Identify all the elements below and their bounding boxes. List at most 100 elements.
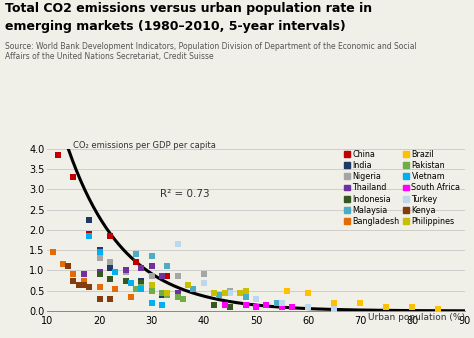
Point bbox=[106, 276, 114, 281]
Point bbox=[122, 278, 129, 283]
Point bbox=[148, 300, 155, 306]
Point bbox=[106, 233, 114, 239]
Point bbox=[226, 290, 234, 295]
Text: Urban population (%): Urban population (%) bbox=[367, 313, 465, 321]
Point bbox=[148, 254, 155, 259]
Point bbox=[164, 264, 171, 269]
Point bbox=[148, 274, 155, 279]
Point bbox=[210, 302, 218, 308]
Point bbox=[106, 296, 114, 301]
Point bbox=[80, 272, 88, 277]
Point bbox=[200, 272, 208, 277]
Point bbox=[70, 272, 77, 277]
Point bbox=[85, 233, 93, 239]
Point bbox=[200, 280, 208, 285]
Point bbox=[356, 300, 364, 306]
Point bbox=[137, 284, 145, 289]
Point bbox=[278, 300, 286, 306]
Point bbox=[184, 282, 192, 287]
Point bbox=[242, 302, 249, 308]
Point bbox=[174, 274, 182, 279]
Point bbox=[174, 241, 182, 247]
Point bbox=[49, 249, 56, 255]
Point bbox=[137, 278, 145, 283]
Point bbox=[96, 284, 103, 289]
Point bbox=[252, 296, 260, 301]
Point bbox=[158, 274, 166, 279]
Point bbox=[137, 266, 145, 271]
Point bbox=[221, 290, 228, 295]
Point bbox=[59, 262, 67, 267]
Point bbox=[106, 260, 114, 265]
Point bbox=[263, 302, 270, 308]
Point bbox=[221, 302, 228, 308]
Point bbox=[252, 304, 260, 310]
Point bbox=[70, 174, 77, 180]
Point bbox=[85, 231, 93, 237]
Point bbox=[137, 280, 145, 285]
Point bbox=[435, 306, 442, 312]
Point bbox=[64, 264, 72, 269]
Point bbox=[278, 304, 286, 310]
Text: Affairs of the United Nations Secretariat, Credit Suisse: Affairs of the United Nations Secretaria… bbox=[5, 52, 213, 62]
Point bbox=[283, 288, 291, 293]
Point bbox=[106, 266, 114, 271]
Point bbox=[179, 296, 187, 301]
Point bbox=[122, 268, 129, 273]
Point bbox=[132, 260, 140, 265]
Point bbox=[164, 290, 171, 295]
Point bbox=[158, 302, 166, 308]
Point bbox=[148, 282, 155, 287]
Point bbox=[96, 256, 103, 261]
Text: Total CO2 emissions versus urban population rate in: Total CO2 emissions versus urban populat… bbox=[5, 2, 372, 15]
Point bbox=[148, 286, 155, 291]
Point bbox=[158, 290, 166, 295]
Point bbox=[210, 290, 218, 295]
Point bbox=[242, 294, 249, 299]
Point bbox=[409, 304, 416, 310]
Point bbox=[132, 286, 140, 291]
Point bbox=[148, 282, 155, 287]
Point bbox=[70, 278, 77, 283]
Point bbox=[122, 270, 129, 275]
Text: Source: World Bank Development Indicators, Population Division of Department of : Source: World Bank Development Indicator… bbox=[5, 42, 417, 51]
Point bbox=[96, 249, 103, 255]
Point bbox=[304, 290, 312, 295]
Point bbox=[80, 282, 88, 287]
Point bbox=[85, 217, 93, 222]
Point bbox=[54, 152, 62, 158]
Point bbox=[330, 306, 338, 312]
Point bbox=[242, 288, 249, 293]
Point bbox=[111, 270, 119, 275]
Point bbox=[273, 300, 281, 306]
Point bbox=[383, 304, 390, 310]
Point bbox=[174, 290, 182, 295]
Point bbox=[237, 290, 244, 295]
Text: R² = 0.73: R² = 0.73 bbox=[160, 189, 210, 199]
Point bbox=[85, 284, 93, 289]
Point bbox=[190, 286, 197, 291]
Point bbox=[164, 292, 171, 297]
Point bbox=[304, 304, 312, 310]
Point bbox=[75, 282, 82, 287]
Point bbox=[226, 304, 234, 310]
Point bbox=[174, 294, 182, 299]
Text: emerging markets (1980–2010, 5-year intervals): emerging markets (1980–2010, 5-year inte… bbox=[5, 20, 346, 33]
Point bbox=[96, 272, 103, 277]
Point bbox=[289, 304, 296, 310]
Point bbox=[122, 268, 129, 273]
Point bbox=[148, 288, 155, 293]
Text: CO₂ emissions per GDP per capita: CO₂ emissions per GDP per capita bbox=[73, 141, 216, 150]
Point bbox=[148, 264, 155, 269]
Point bbox=[137, 286, 145, 291]
Point bbox=[304, 304, 312, 310]
Point bbox=[127, 280, 135, 285]
Point bbox=[96, 247, 103, 253]
Legend: China, India, Nigeria, Thailand, Indonesia, Malaysia, Bangladesh, Brazil, Pakist: China, India, Nigeria, Thailand, Indones… bbox=[344, 149, 461, 226]
Point bbox=[158, 292, 166, 297]
Point bbox=[330, 300, 338, 306]
Point bbox=[190, 286, 197, 291]
Point bbox=[111, 286, 119, 291]
Point bbox=[80, 278, 88, 283]
Point bbox=[164, 274, 171, 279]
